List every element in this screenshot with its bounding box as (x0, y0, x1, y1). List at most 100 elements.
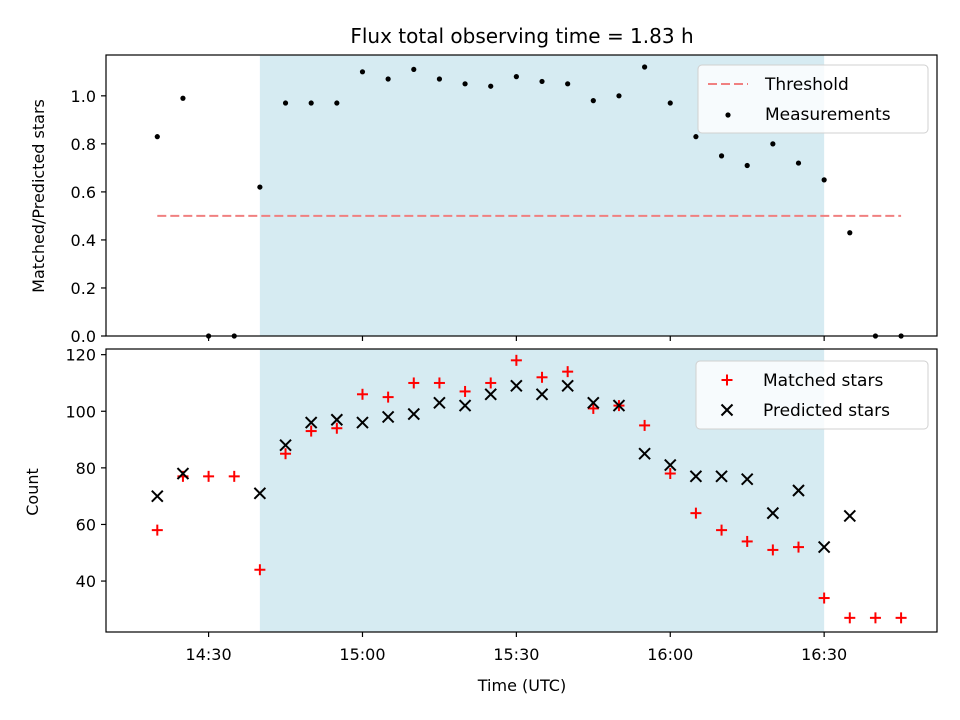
predicted-star-point (689, 470, 703, 483)
measurement-point (282, 100, 289, 106)
measurement-point (642, 64, 648, 70)
predicted-star-point (535, 388, 549, 401)
predicted-star-point (817, 540, 831, 554)
matched-star-point (818, 592, 830, 604)
legend-measurements-label: Measurements (765, 105, 891, 125)
bottom-x-tick-label: 16:30 (801, 645, 847, 664)
predicted-star-point (381, 410, 395, 424)
matched-star-point (203, 470, 215, 482)
measurement-point (718, 153, 725, 159)
measurement-point (359, 69, 366, 75)
legend-matched-marker (721, 374, 733, 386)
bottom-x-tick-label: 14:30 (186, 645, 232, 664)
predicted-star-point (304, 416, 318, 429)
measurement-point (462, 81, 468, 87)
measurement-point (590, 98, 596, 104)
predicted-star-point (561, 379, 574, 392)
matched-star-point (741, 535, 753, 547)
predicted-star-point (279, 439, 292, 452)
bottom-x-tick-label: 15:00 (339, 645, 385, 664)
measurement-point (693, 134, 699, 140)
bottom-y-tick-label: 100 (65, 402, 96, 421)
matched-star-point (433, 377, 445, 389)
predicted-star-point (330, 413, 344, 426)
predicted-star-point (407, 407, 420, 421)
matched-star-point (895, 612, 907, 624)
bottom-y-tick-label: 40 (76, 572, 96, 591)
x-axis-label: Time (UTC) (477, 676, 566, 695)
measurement-point (308, 100, 314, 106)
matched-star-point (510, 354, 522, 366)
top-y-tick-label: 0.8 (71, 135, 96, 154)
chart-title: Flux total observing time = 1.83 h (350, 24, 693, 48)
legend-predicted-marker (720, 403, 734, 417)
bottom-y-tick-label: 120 (65, 346, 96, 365)
top-y-tick-label: 1.0 (71, 87, 96, 106)
top-axes-frame (105, 54, 938, 337)
predicted-star-point (612, 399, 626, 412)
measurement-point (847, 230, 853, 236)
measurement-point (539, 78, 545, 85)
predicted-star-point (843, 509, 857, 523)
matched-star-point (869, 612, 881, 624)
predicted-star-point (433, 396, 446, 409)
measurement-point (411, 66, 417, 73)
top-x-ticks (207, 336, 825, 341)
legend-predicted-swatch (720, 403, 734, 417)
predicted-star-point (458, 399, 472, 412)
predicted-star-point (484, 388, 497, 401)
matched-star-point (690, 507, 702, 519)
matched-star-point (151, 524, 163, 536)
bottom-y-axis-label: Count (23, 468, 42, 516)
top-panel: 0.0 0.2 0.4 0.6 0.8 1.0 Matched/Predicted sta… (29, 54, 938, 346)
predicted-star-point (715, 470, 728, 483)
bottom-legend: Matched stars Predicted stars (695, 360, 929, 430)
predicted-stars-points (151, 379, 857, 554)
measurement-point (667, 100, 673, 106)
matched-star-point (536, 371, 548, 383)
matched-star-point (587, 402, 599, 414)
matched-star-point (844, 612, 856, 624)
top-y-tick-label: 0.0 (71, 327, 96, 346)
measurement-point (616, 93, 622, 99)
top-y-axis-label: Matched/Predicted stars (29, 99, 48, 293)
measurement-point (488, 83, 494, 89)
matched-star-point (228, 470, 240, 482)
top-y-tick-label: 0.6 (71, 183, 96, 202)
matched-stars-points (151, 354, 907, 624)
measurement-point (744, 162, 750, 169)
top-legend: Threshold Measurements (697, 64, 929, 134)
bottom-y-tick-label: 60 (76, 515, 96, 534)
matched-star-point (408, 377, 420, 389)
matched-star-point (459, 385, 471, 397)
bottom-x-axis: 14:30 15:00 15:30 16:00 16:30 (186, 632, 847, 664)
predicted-star-point (792, 484, 805, 497)
bottom-panel: 40 60 80 100 120 14:30 15:00 15:30 16:00 16:30 C… (23, 346, 938, 695)
matched-star-point (331, 422, 343, 434)
measurement-point (513, 74, 519, 80)
measurement-point (154, 134, 160, 140)
matched-star-point (562, 366, 574, 378)
matched-star-point (280, 448, 292, 460)
measurement-point (565, 81, 571, 87)
predicted-star-point (151, 489, 164, 503)
predicted-star-point (510, 379, 523, 392)
matched-star-point (382, 391, 394, 403)
predicted-star-point (638, 447, 651, 460)
predicted-star-point (587, 396, 600, 409)
matched-star-point (639, 419, 651, 431)
legend-measurements-swatch (725, 112, 731, 118)
measurement-point (385, 76, 391, 82)
matched-star-point (664, 468, 676, 480)
predicted-star-point (176, 467, 190, 480)
measurement-point (180, 95, 186, 101)
bottom-x-tick-label: 15:30 (493, 645, 539, 664)
bottom-y-axis: 40 60 80 100 120 (65, 346, 106, 591)
predicted-star-point (356, 416, 369, 429)
legend-matched-swatch (721, 374, 733, 386)
top-y-axis: 0.0 0.2 0.4 0.6 0.8 1.0 (71, 87, 106, 346)
matched-star-point (793, 541, 804, 553)
predicted-star-point (664, 458, 677, 472)
legend-threshold-label: Threshold (764, 75, 849, 95)
